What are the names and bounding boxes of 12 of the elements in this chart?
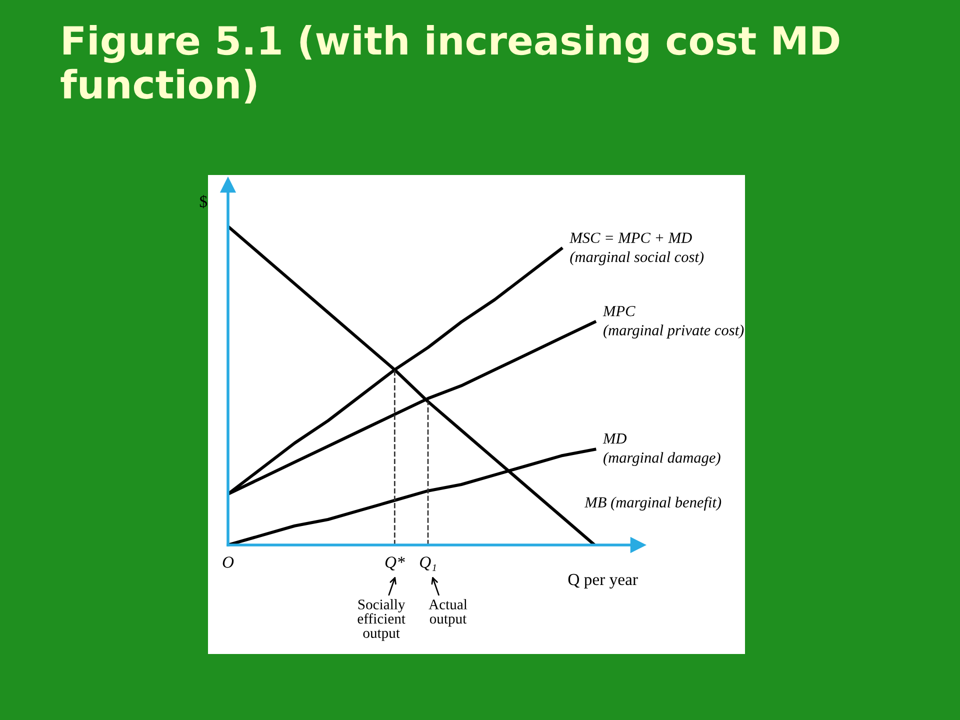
series-label: MPC (marginal private cost) (602, 306, 744, 338)
x-tick-label: Q* (385, 556, 405, 570)
series-label: MSC = MPC + MD (marginal social cost) (569, 232, 704, 266)
x-axis-title: Q per year (568, 574, 638, 589)
y-axis-title: $ (200, 194, 208, 208)
text: Actual output (428, 599, 468, 627)
text: Socially efficient output (358, 599, 406, 641)
x-tick-label: O (222, 556, 234, 568)
series-label: MD (marginal damage) (602, 434, 720, 466)
x-tick-label: Q₁ (420, 556, 436, 572)
chart-title: Figure 5.1 (with increasing cost MD function) (60, 25, 840, 104)
series-label: MB (marginal benefit) (584, 496, 722, 511)
